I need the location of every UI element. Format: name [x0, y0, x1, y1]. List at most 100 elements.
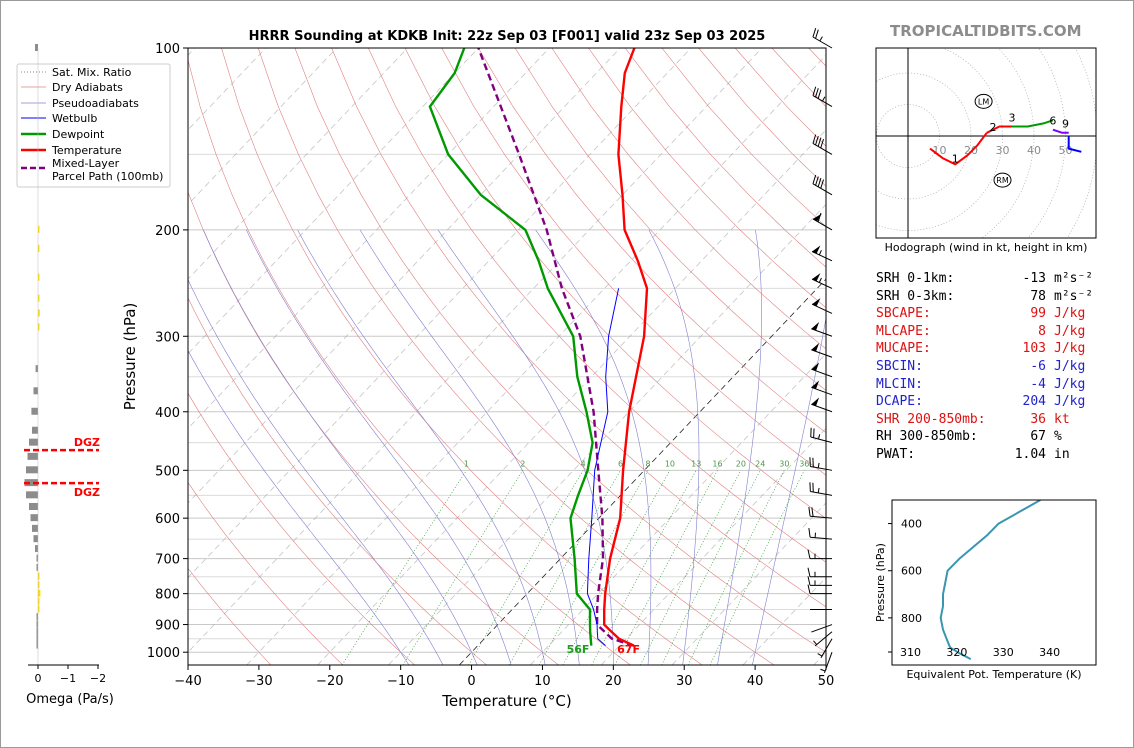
index-row: SRH 0-3km: 78 m²s⁻² — [876, 289, 1093, 304]
thetae-y-axis-label: Pressure (hPa) — [874, 543, 887, 622]
dry-adiabat-line — [734, 48, 826, 147]
hodo-segment — [986, 125, 1012, 134]
legend: Sat. Mix. Ratio Dry Adiabats Pseudoadiabat… — [16, 63, 171, 188]
index-unit: % — [1054, 429, 1062, 445]
wind-barb — [820, 652, 833, 674]
pseudoadiabat-line — [359, 229, 580, 665]
omega-bar — [36, 641, 38, 649]
wind-barb — [811, 362, 833, 378]
barb-full — [812, 134, 817, 144]
barb-shaft — [810, 436, 833, 444]
mixing-ratio-line — [614, 470, 718, 665]
dry-adiabat-line — [257, 48, 775, 665]
omega-tick-label: −1 — [60, 672, 76, 685]
barb-shaft — [811, 303, 833, 314]
isotherm-line — [600, 427, 826, 665]
wind-barb — [811, 245, 833, 262]
index-unit: m²s⁻² — [1054, 271, 1094, 286]
barb-full — [812, 86, 817, 96]
pseudoadiabat-line — [246, 229, 512, 665]
index-unit: J/kg — [1054, 376, 1086, 392]
isotherm-line — [317, 129, 826, 665]
dry-adiabat-line — [478, 48, 826, 433]
index-label: PWAT: — [876, 447, 916, 462]
mixing-ratio-line — [687, 470, 785, 665]
wind-barb — [812, 28, 833, 49]
barb-full — [807, 549, 811, 559]
legend-label: Mixed-Layer Parcel Path (100mb) — [52, 157, 163, 183]
surface-dewpoint-label: 56F — [567, 643, 590, 656]
barb-flag — [812, 213, 822, 222]
pseudoadiabat-line — [188, 349, 409, 665]
dgz-label: DGZ — [74, 436, 100, 449]
mixing-ratio-label: 1 — [464, 459, 469, 468]
isotherm-line — [188, 48, 550, 429]
index-unit: kt — [1054, 411, 1070, 427]
omega-bar — [38, 581, 40, 589]
y-tick-label: 600 — [155, 512, 180, 527]
omega-bar — [38, 572, 40, 580]
omega-bar — [27, 452, 38, 460]
index-value: 204 — [1022, 394, 1046, 410]
legend-label: Dewpoint — [52, 128, 105, 141]
dry-adiabat-line — [188, 191, 559, 665]
hodo-height-label: 1 — [952, 152, 959, 165]
thetae-plot-area — [939, 500, 1041, 660]
barb-flag — [812, 245, 821, 254]
wind-barb — [812, 134, 833, 155]
omega-bar — [32, 524, 38, 532]
index-value: 36 — [1030, 411, 1046, 427]
y-tick-label: 800 — [155, 588, 180, 603]
barb-shaft — [810, 536, 833, 540]
wind-barb — [807, 584, 832, 595]
barb-half — [817, 653, 823, 657]
thetae-x-tick-label: 310 — [900, 646, 921, 659]
wind-barb — [809, 457, 833, 471]
barb-flag — [811, 397, 820, 406]
dry-adiabat-line — [368, 48, 826, 563]
dry-adiabat-line — [188, 481, 344, 665]
index-value: 99 — [1030, 306, 1046, 322]
barb-flag — [812, 273, 821, 282]
wetbulb-line — [586, 288, 620, 646]
wind-barb — [811, 322, 833, 337]
hodo-height-label: 2 — [990, 121, 997, 134]
theta-e-line — [939, 500, 1041, 660]
x-tick-label: −30 — [245, 674, 272, 689]
omega-bar — [38, 589, 41, 597]
mixing-ratio-label: 36 — [799, 459, 809, 468]
omega-bar — [36, 620, 38, 628]
dry-adiabat-line — [588, 48, 826, 309]
y-tick-label: 900 — [155, 619, 180, 634]
x-tick-label: −20 — [316, 674, 343, 689]
index-row: SBCAPE: 99 J/kg — [876, 306, 1085, 321]
barb-half — [819, 36, 823, 42]
omega-axis-label: Omega (Pa/s) — [26, 692, 114, 707]
skewt-frame — [187, 47, 827, 666]
thetae-y-tick-label: 600 — [901, 565, 922, 578]
index-row: SHR 200-850mb: 36 kt — [876, 412, 1070, 427]
hodo-ring-label: 40 — [1027, 144, 1041, 157]
mixing-ratio-line — [591, 470, 697, 665]
index-row: SRH 0-1km: -13 m²s⁻² — [876, 271, 1093, 286]
barb-full — [807, 584, 811, 594]
barb-flag — [811, 322, 820, 331]
index-value: 8 — [1038, 323, 1046, 339]
barb-half — [820, 668, 826, 672]
isotherm-line — [246, 54, 826, 665]
dry-adiabat-line — [441, 48, 826, 476]
index-label: SRH 0-3km: — [876, 288, 955, 304]
index-value: -6 — [1030, 359, 1046, 374]
index-value: -13 — [1022, 271, 1046, 286]
wind-barb — [813, 631, 833, 647]
index-label: DCAPE: — [876, 394, 923, 410]
barb-half — [818, 277, 822, 283]
x-axis-label: Temperature (°C) — [441, 692, 571, 710]
barb-flag — [811, 380, 820, 390]
omega-bar — [26, 466, 38, 474]
barb-shaft — [812, 142, 833, 155]
pseudoadiabat-line — [648, 229, 700, 665]
wind-barb — [811, 624, 833, 633]
